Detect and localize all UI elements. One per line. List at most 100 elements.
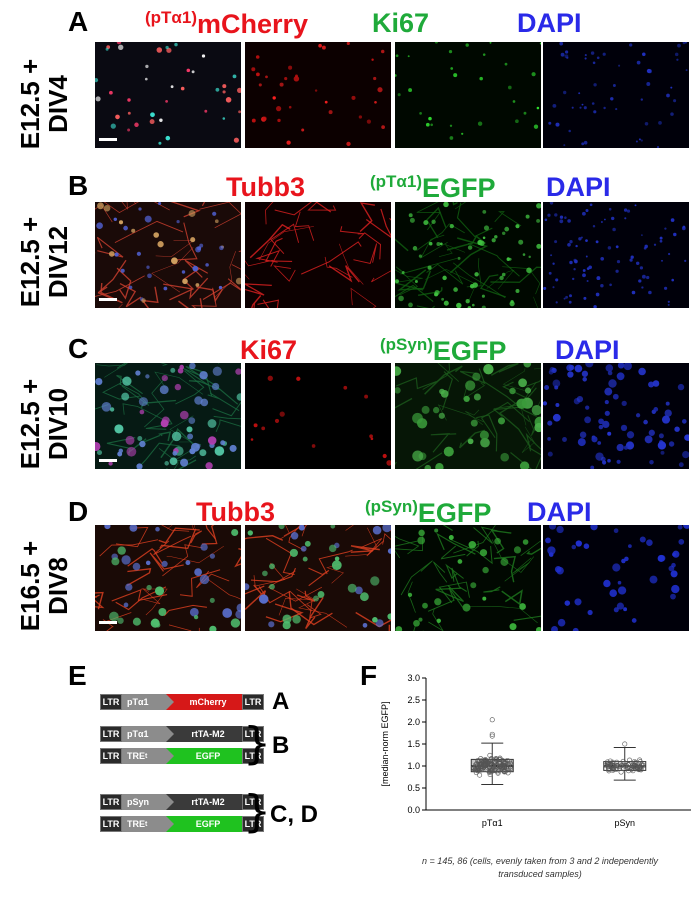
micrograph-c-2	[245, 363, 391, 469]
data-point	[476, 758, 482, 764]
data-point	[617, 766, 623, 772]
data-point	[476, 766, 482, 772]
row-label-c: E12.5 + DIV10	[15, 364, 76, 484]
data-point	[501, 763, 507, 769]
micrograph-a-1	[95, 42, 241, 148]
data-point	[620, 765, 626, 771]
data-point	[475, 759, 481, 765]
row-label-c-line1: E12.5 +	[15, 378, 45, 470]
channel-d-1: Tubb3	[196, 497, 275, 527]
ltr-right: LTR	[242, 748, 264, 764]
data-point	[501, 759, 507, 765]
micrograph-b-3	[395, 202, 541, 308]
micrograph-a-2	[245, 42, 391, 148]
row-label-d-line2: DIV8	[43, 557, 73, 615]
data-point	[500, 758, 506, 764]
gene-rtta: rtTA-M2	[166, 726, 242, 742]
outlier-point	[489, 733, 495, 739]
micrograph-c-1	[95, 363, 241, 469]
panel-letter-c: C	[68, 333, 89, 364]
data-point	[608, 763, 614, 769]
data-point	[629, 765, 635, 771]
data-point	[472, 767, 478, 773]
row-label-a: E12.5 + DIV4	[15, 44, 76, 164]
gene-mcherry: mCherry	[166, 694, 242, 710]
scale-bar	[99, 298, 117, 301]
data-point	[478, 763, 484, 769]
row-label-d-line1: E16.5 +	[15, 540, 45, 632]
row-label-b-line2: DIV12	[43, 225, 73, 299]
data-point	[473, 770, 479, 776]
promoter: pSyn	[122, 794, 174, 810]
row-label-a-line1: E12.5 +	[15, 58, 45, 150]
ltr-left: LTR	[100, 794, 122, 810]
construct-5: LTR TRE t EGFP LTR	[100, 816, 264, 832]
panel-letter-e: E	[68, 660, 87, 691]
ltr-left: LTR	[100, 726, 122, 742]
footnote: n = 145, 86 (cells, evenly taken from 3 …	[410, 855, 670, 881]
data-point	[632, 760, 638, 766]
channel-d-3: DAPI	[527, 497, 592, 527]
data-point	[493, 756, 499, 762]
promoter: pTα1	[122, 694, 174, 710]
data-point	[620, 758, 626, 764]
channel-c-2: (pSyn)EGFP	[380, 335, 507, 366]
row-label-d: E16.5 + DIV8	[15, 526, 76, 646]
promoter: pTα1	[122, 726, 174, 742]
micrograph-c-4	[543, 363, 689, 469]
y-tick-label: 1.0	[407, 761, 420, 771]
data-point	[607, 766, 613, 772]
data-point	[617, 763, 623, 769]
construct-label-b: B	[272, 732, 290, 759]
outlier-point	[622, 741, 628, 747]
channel-a-1: (pTα1)mCherry	[145, 8, 309, 39]
data-point	[618, 769, 624, 775]
construct-1: LTR pTα1 mCherry LTR	[100, 694, 264, 710]
y-axis-label: [median-norm EGFP]	[380, 701, 390, 786]
channel-a-3: DAPI	[517, 8, 582, 38]
data-point	[484, 767, 490, 773]
brace-cd: }	[243, 786, 271, 837]
data-point	[507, 760, 513, 766]
footnote-line2: transduced samples)	[498, 869, 582, 879]
micrograph-d-3	[395, 525, 541, 631]
y-tick-label: 1.5	[407, 739, 420, 749]
data-point	[639, 762, 645, 768]
outlier-point	[489, 717, 495, 723]
y-tick-label: 2.5	[407, 695, 420, 705]
channel-d-2: (pSyn)EGFP	[365, 497, 492, 528]
channel-b-1: Tubb3	[226, 172, 305, 202]
y-tick-label: 0.0	[407, 805, 420, 815]
outlier-point	[489, 731, 495, 737]
data-point	[504, 766, 510, 772]
footnote-line1: n = 145, 86 (cells, evenly taken from 3 …	[422, 856, 658, 866]
x-tick-label: pTα1	[482, 818, 503, 828]
y-tick-label: 3.0	[407, 673, 420, 683]
data-point	[496, 757, 502, 763]
data-point	[493, 756, 499, 762]
scale-bar	[99, 621, 117, 624]
data-point	[637, 757, 643, 763]
data-point	[638, 767, 644, 773]
y-tick-label: 2.0	[407, 717, 420, 727]
data-point	[488, 757, 494, 763]
data-point	[614, 763, 620, 769]
data-point	[627, 757, 633, 763]
data-point	[631, 759, 637, 765]
data-point	[603, 763, 609, 769]
channel-c-1: Ki67	[240, 335, 298, 365]
gene-egfp: EGFP	[166, 816, 242, 832]
panel-letter-f: F	[360, 660, 378, 691]
box-plot: 0.0 0.5 1.0 1.5 2.0 2.5 3.0 [median-norm EGFP] p…	[380, 673, 691, 828]
y-tick-label: 0.5	[407, 783, 420, 793]
brace-b: }	[243, 718, 271, 769]
promoter: TRE t	[122, 748, 174, 764]
promoter: TRE t	[122, 816, 174, 832]
row-label-a-line2: DIV4	[43, 75, 73, 133]
micrograph-d-2	[245, 525, 391, 631]
ltr-left: LTR	[100, 748, 122, 764]
ltr-left: LTR	[100, 816, 122, 832]
scale-bar	[99, 138, 117, 141]
micrograph-b-4	[543, 202, 689, 308]
row-label-b-line1: E12.5 +	[15, 216, 45, 308]
